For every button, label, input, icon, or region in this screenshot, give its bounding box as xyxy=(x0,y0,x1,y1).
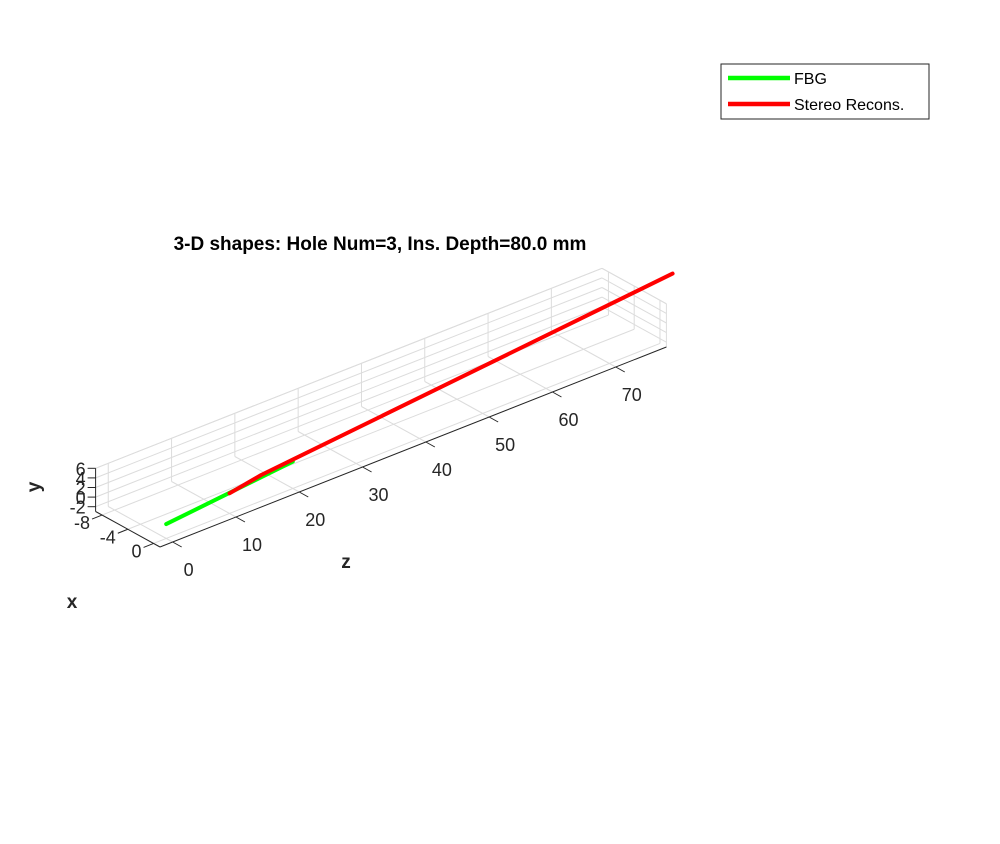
z-axis-label: z xyxy=(341,552,351,573)
x-tick-label: -8 xyxy=(74,513,90,533)
z-tick-label: 20 xyxy=(305,510,325,530)
y-tick-label: 2 xyxy=(76,479,86,499)
y-axis-label: y xyxy=(24,481,45,492)
z-tick-mark xyxy=(552,391,562,398)
z-axis-line xyxy=(159,346,667,548)
z-tick-mark xyxy=(362,466,372,473)
legend-label-stereo: Stereo Recons. xyxy=(794,97,904,114)
grid-line xyxy=(101,314,609,516)
z-tick-label: 60 xyxy=(558,410,578,430)
x-tick-label: 0 xyxy=(132,541,142,561)
z-tick-label: 40 xyxy=(432,460,452,480)
grid-line xyxy=(153,342,661,544)
grid-line xyxy=(95,296,603,498)
y-tick-label: 0 xyxy=(76,488,86,508)
z-tick-mark xyxy=(425,441,436,448)
z-tick-label: 10 xyxy=(242,535,262,555)
z-tick-mark xyxy=(235,516,246,523)
grid-line xyxy=(95,277,603,479)
y-tick-label: 6 xyxy=(76,459,86,479)
x-tick-mark xyxy=(143,542,154,548)
y-tick-label: 4 xyxy=(76,469,86,489)
series-lines xyxy=(164,271,675,527)
z-tick-label: 70 xyxy=(622,385,642,405)
grid-line xyxy=(95,287,603,488)
y-tick-label: -2 xyxy=(70,498,86,518)
x-axis-label: x xyxy=(67,592,78,613)
chart-title: 3-D shapes: Hole Num=3, Ins. Depth=80.0 … xyxy=(174,234,587,255)
legend-box xyxy=(720,63,930,120)
legend-label-fbg: FBG xyxy=(794,71,827,88)
grid-line xyxy=(601,267,667,305)
grid-line xyxy=(127,328,635,530)
z-tick-label: 30 xyxy=(369,485,389,505)
legend: FBG Stereo Recons. xyxy=(720,63,930,120)
x-tick-mark xyxy=(117,528,128,534)
z-tick-mark xyxy=(172,541,182,548)
x-tick-label: -4 xyxy=(100,527,116,547)
z-tick-mark xyxy=(488,416,499,423)
grid-line xyxy=(95,306,603,508)
series-line-1 xyxy=(227,271,675,496)
grid-lines xyxy=(95,267,667,548)
grid-line xyxy=(95,267,603,469)
z-tick-mark xyxy=(615,366,626,373)
z-tick-label: 0 xyxy=(184,560,194,580)
z-tick-label: 50 xyxy=(495,435,515,455)
z-tick-mark xyxy=(299,491,309,498)
x-tick-mark xyxy=(91,514,103,520)
